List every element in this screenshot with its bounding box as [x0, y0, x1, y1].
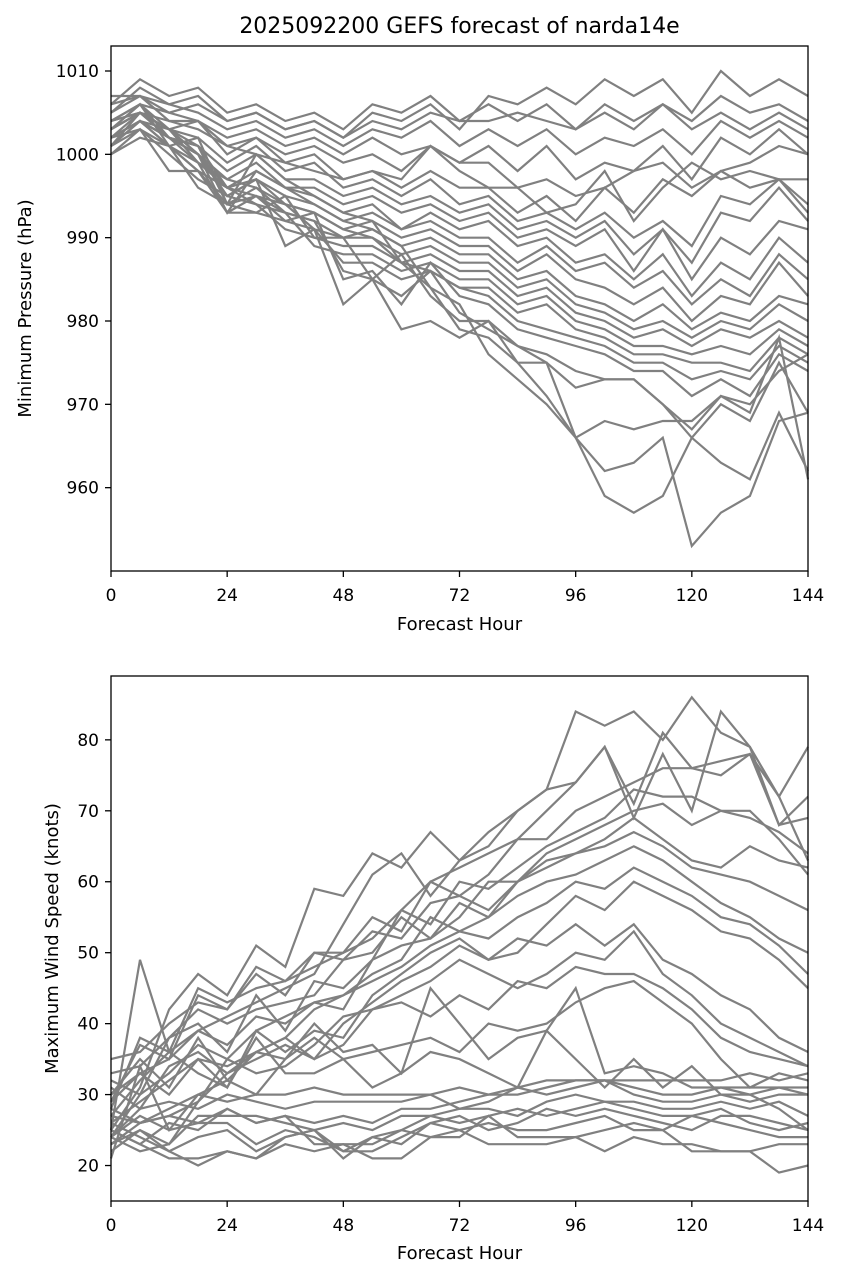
pressure-member-line-18	[110, 119, 809, 356]
wind-x-tick-label: 0	[106, 1216, 117, 1236]
pressure-y-tick-label: 990	[67, 229, 99, 249]
wind-member-line-18	[110, 845, 809, 1117]
pressure-member-line-25	[110, 119, 809, 549]
pressure-x-tick-label: 144	[792, 586, 824, 606]
wind-y-tick-label: 40	[77, 1015, 99, 1035]
wind-x-tick-label: 72	[449, 1216, 471, 1236]
pressure-x-tick-label: 0	[106, 586, 117, 606]
pressure-x-tick-label: 72	[449, 586, 471, 606]
wind-member-line-2	[110, 1114, 808, 1167]
pressure-member-line-9	[110, 111, 809, 248]
pressure-x-tick-label: 24	[216, 586, 238, 606]
wind-y-tick-label: 70	[77, 802, 99, 822]
pressure-member-line-22	[110, 119, 809, 431]
wind-y-axis-label: Maximum Wind Speed (knots)	[42, 803, 63, 1074]
wind-x-ticks: 0 24 48 72 96 120 144	[106, 1201, 824, 1236]
pressure-member-line-1	[111, 69, 809, 140]
wind-x-tick-label: 24	[216, 1216, 238, 1236]
pressure-member-line-19	[110, 128, 809, 373]
pressure-x-tick-label: 120	[676, 586, 708, 606]
wind-member-line-4	[110, 1107, 809, 1153]
pressure-y-tick-label: 960	[67, 479, 99, 499]
pressure-member-line-26	[110, 127, 809, 514]
wind-y-tick-label: 50	[77, 944, 99, 964]
pressure-y-tick-label: 980	[67, 312, 99, 332]
pressure-series-group	[110, 69, 810, 549]
wind-y-tick-label: 20	[77, 1157, 99, 1177]
pressure-axes-frame	[110, 45, 809, 572]
wind-member-line-9	[110, 1079, 808, 1125]
pressure-panel: 2025092200 GEFS forecast of narda14e 0 24…	[15, 14, 824, 635]
wind-panel: 0 24 48 72 96 120 144 20 30 40 50 60 70 80 Forecast …	[42, 675, 824, 1264]
wind-member-line-15	[110, 922, 809, 1111]
pressure-y-tick-label: 1010	[56, 62, 99, 82]
wind-member-line-17	[110, 866, 809, 1096]
wind-member-line-26	[110, 709, 809, 1153]
pressure-member-line-8	[110, 102, 809, 223]
pressure-x-axis-label: Forecast Hour	[397, 614, 523, 635]
wind-x-tick-label: 120	[676, 1216, 708, 1236]
wind-member-line-7	[110, 1079, 808, 1146]
wind-y-tick-label: 60	[77, 873, 99, 893]
wind-member-line-25	[110, 695, 809, 1096]
wind-member-line-21	[110, 802, 809, 1103]
pressure-x-tick-label: 96	[565, 586, 587, 606]
wind-member-line-14	[110, 929, 809, 1096]
pressure-y-tick-label: 1000	[56, 145, 99, 165]
wind-y-tick-label: 80	[77, 731, 99, 751]
wind-y-tick-label: 30	[77, 1086, 99, 1106]
wind-member-line-16	[110, 880, 809, 1103]
pressure-y-ticks: 960 970 980 990 1000 1010	[56, 62, 111, 499]
pressure-member-line-3	[110, 86, 809, 139]
pressure-y-axis-label: Minimum Pressure (hPa)	[15, 199, 36, 417]
wind-member-line-23	[110, 752, 810, 1061]
wind-series-group	[109, 695, 810, 1174]
pressure-y-tick-label: 970	[67, 395, 99, 415]
chart-title: 2025092200 GEFS forecast of narda14e	[239, 14, 679, 39]
wind-member-line-10	[109, 959, 809, 1131]
pressure-x-tick-label: 48	[333, 586, 355, 606]
wind-member-line-8	[110, 1072, 809, 1138]
wind-member-line-22	[109, 788, 809, 1110]
wind-x-tick-label: 96	[565, 1216, 587, 1236]
pressure-member-line-4	[110, 94, 809, 156]
pressure-member-line-6	[110, 111, 809, 198]
pressure-member-line-10	[110, 102, 809, 265]
wind-x-tick-label: 144	[792, 1216, 824, 1236]
pressure-x-ticks: 0 24 48 72 96 120 144	[106, 571, 824, 606]
wind-axes-frame	[110, 675, 809, 1202]
wind-y-ticks: 20 30 40 50 60 70 80	[77, 731, 111, 1177]
wind-member-line-13	[110, 965, 809, 1124]
wind-x-axis-label: Forecast Hour	[397, 1243, 523, 1264]
wind-member-line-19	[110, 830, 809, 1075]
pressure-member-line-7	[110, 94, 808, 223]
wind-member-line-20	[110, 816, 809, 1138]
wind-x-tick-label: 48	[333, 1216, 355, 1236]
